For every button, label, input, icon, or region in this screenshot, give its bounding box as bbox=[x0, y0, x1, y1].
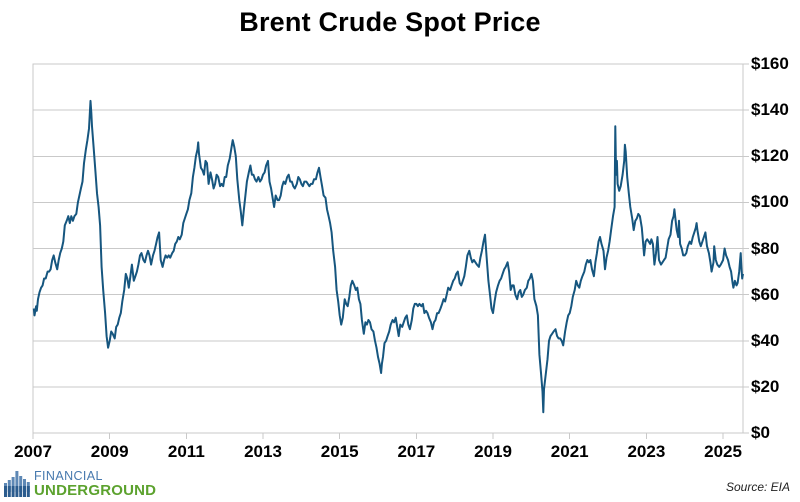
y-tick-label-100: $100 bbox=[751, 192, 789, 212]
x-tick-label-2021: 2021 bbox=[550, 442, 589, 461]
logo-bar bbox=[23, 479, 26, 492]
y-tick-label-40: $40 bbox=[751, 330, 780, 350]
x-tick-label-2019: 2019 bbox=[474, 442, 512, 461]
y-tick-label-80: $80 bbox=[751, 238, 780, 258]
logo-bar bbox=[19, 476, 23, 492]
logo-bar-base bbox=[26, 486, 30, 497]
logo-bar-base bbox=[7, 486, 11, 497]
y-tick-label-120: $120 bbox=[751, 146, 789, 166]
logo-line2: UNDERGROUND bbox=[34, 482, 157, 499]
skyline-bars-icon bbox=[4, 471, 30, 497]
logo-line1: FINANCIAL bbox=[34, 469, 103, 483]
x-tick-label-2015: 2015 bbox=[320, 442, 359, 461]
logo-bar-base bbox=[15, 486, 19, 497]
logo-bar-base bbox=[23, 486, 26, 497]
logo-bar bbox=[15, 471, 19, 492]
financial-underground-logo: FINANCIAL UNDERGROUND bbox=[3, 469, 156, 498]
x-tick-label-2011: 2011 bbox=[167, 442, 205, 461]
x-tick-label-2007: 2007 bbox=[14, 442, 52, 461]
logo-bar-base bbox=[19, 486, 23, 497]
x-tick-label-2017: 2017 bbox=[397, 442, 436, 461]
brent-price-series-line bbox=[32, 99, 744, 414]
y-tick-label-60: $60 bbox=[751, 284, 780, 304]
y-tick-label-140: $140 bbox=[751, 100, 789, 120]
logo-bar-base bbox=[11, 486, 15, 497]
x-tick-label-2023: 2023 bbox=[627, 442, 666, 461]
y-tick-label-0: $0 bbox=[751, 423, 770, 442]
chart-title: Brent Crude Spot Price bbox=[239, 7, 541, 37]
x-tick-label-2009: 2009 bbox=[90, 442, 129, 461]
y-tick-label-20: $20 bbox=[751, 376, 780, 396]
y-tick-label-160: $160 bbox=[751, 54, 789, 73]
logo-bar-base bbox=[4, 486, 7, 497]
x-tick-label-2025: 2025 bbox=[704, 442, 742, 461]
source-note: Source: EIA bbox=[725, 480, 790, 494]
logo-text: FINANCIAL UNDERGROUND bbox=[34, 469, 157, 499]
x-tick-label-2013: 2013 bbox=[244, 442, 282, 461]
logo-bar bbox=[11, 477, 15, 492]
